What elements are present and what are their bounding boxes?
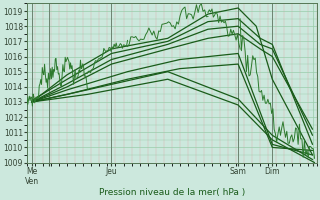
X-axis label: Pression niveau de la mer( hPa ): Pression niveau de la mer( hPa ) xyxy=(99,188,245,197)
